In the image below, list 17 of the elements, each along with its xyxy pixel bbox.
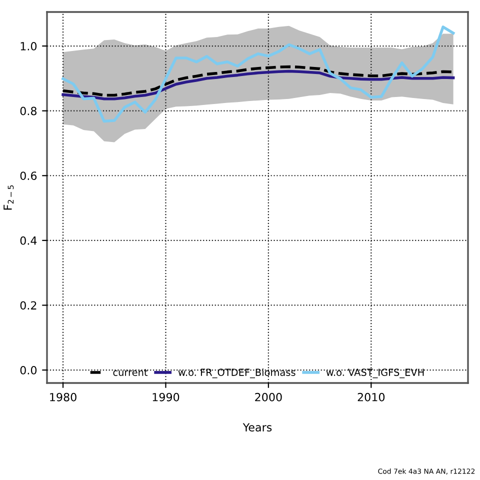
- x-tick-label: 2000: [255, 392, 282, 402]
- legend-label: current: [113, 369, 148, 376]
- legend-label: w.o. FR_OTDEF_Biomass: [178, 368, 296, 378]
- legend-label: w.o. VAST_IGFS_EVH: [326, 368, 424, 378]
- line-series: [62, 70, 455, 100]
- y-tick-label: 0.2: [20, 301, 36, 310]
- x-tick-label: 2010: [358, 392, 385, 402]
- y-tick-label: 0.8: [20, 106, 37, 116]
- x-tick-label: 1990: [152, 392, 180, 402]
- y-tick-label: 0.0: [20, 366, 37, 374]
- x-axis-title: Years: [242, 423, 272, 432]
- y-axis-title: F$_{2−5}$: [4, 185, 14, 210]
- y-tick-label: 0.4: [20, 236, 37, 245]
- y-tick-label: 0.6: [20, 172, 37, 180]
- x-tick-label: 1980: [50, 392, 76, 402]
- line-series: [62, 26, 455, 123]
- y-tick-label: 1.0: [20, 42, 37, 50]
